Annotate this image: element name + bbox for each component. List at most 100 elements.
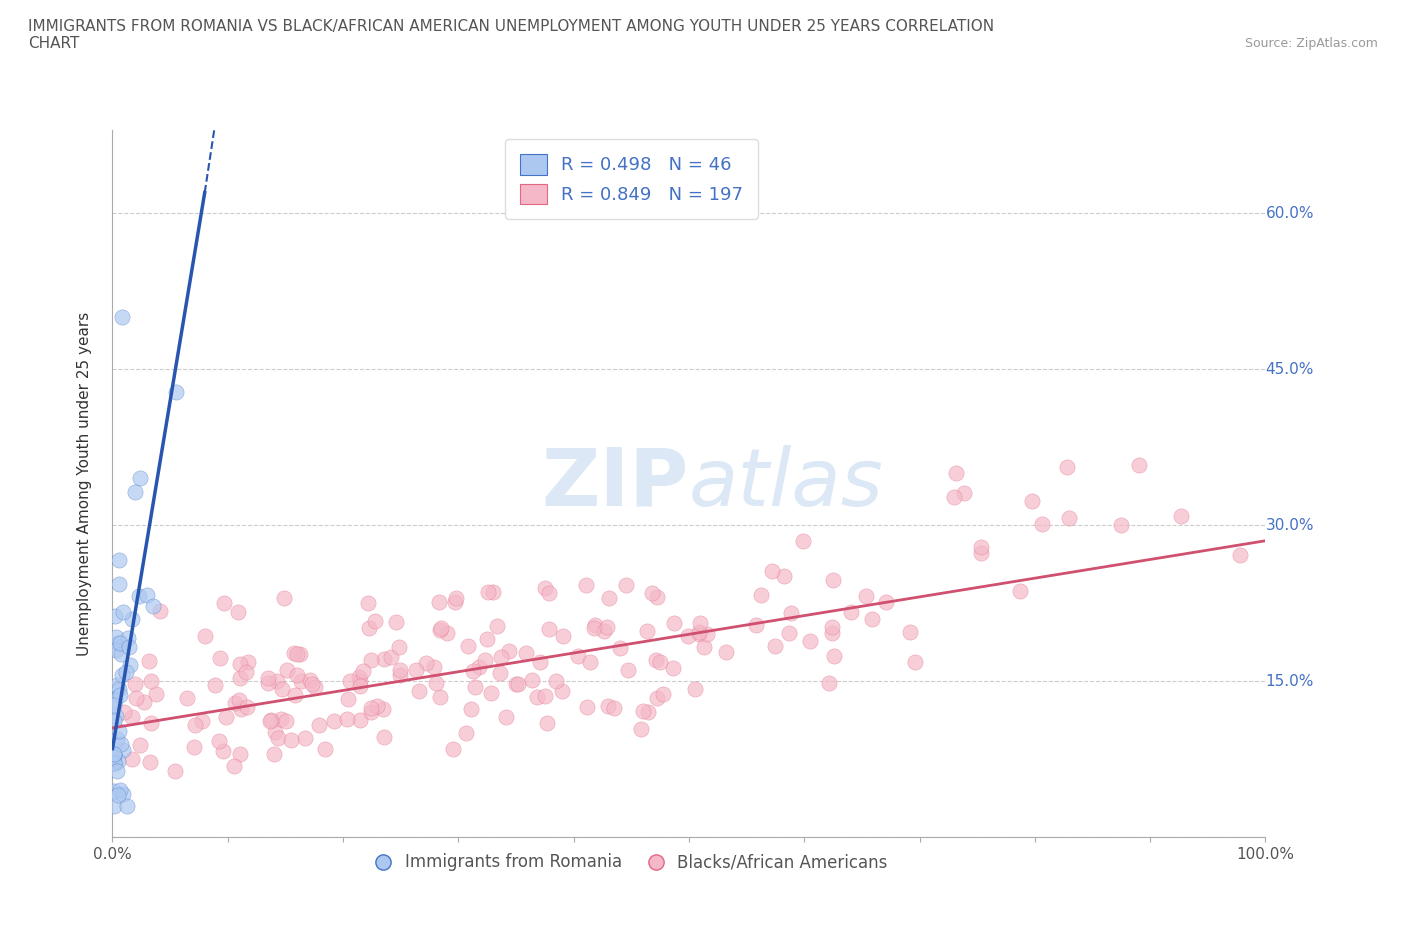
Point [360, 705, 382, 720]
Point [422, 659, 444, 674]
Point [128, 588, 150, 603]
Point [145, 687, 167, 702]
Point [103, 747, 125, 762]
Point [823, 573, 845, 588]
Text: 60.0%: 60.0% [1265, 206, 1313, 220]
Point [373, 729, 395, 744]
Point [108, 724, 131, 738]
Point [463, 663, 485, 678]
Point [772, 568, 794, 583]
Point [485, 619, 508, 634]
Point [118, 640, 141, 655]
Point [631, 703, 654, 718]
Point [952, 485, 974, 500]
Point [489, 665, 512, 680]
Point [373, 651, 395, 666]
Point [427, 594, 450, 609]
Point [592, 624, 614, 639]
Point [121, 709, 143, 724]
Point [349, 712, 371, 727]
Point [388, 663, 411, 678]
Point [112, 604, 135, 619]
Point [322, 714, 344, 729]
Point [236, 699, 259, 714]
Point [578, 655, 600, 670]
Point [138, 755, 160, 770]
Point [280, 733, 302, 748]
Point [224, 696, 246, 711]
Point [183, 739, 205, 754]
Point [533, 688, 555, 703]
Point [124, 485, 146, 499]
Point [551, 629, 574, 644]
Point [714, 644, 737, 659]
Point [688, 627, 710, 642]
Point [107, 636, 129, 651]
Point [468, 660, 491, 675]
Point [855, 589, 877, 604]
Point [430, 621, 453, 636]
Point [103, 749, 125, 764]
Point [301, 676, 323, 691]
Point [105, 732, 128, 747]
Point [652, 687, 675, 702]
Point [475, 631, 498, 646]
Point [209, 651, 232, 666]
Point [763, 639, 786, 654]
Point [821, 625, 844, 640]
Point [191, 713, 214, 728]
Point [689, 616, 711, 631]
Point [823, 648, 845, 663]
Point [575, 578, 598, 592]
Point [818, 675, 841, 690]
Point [103, 784, 125, 799]
Point [125, 690, 148, 705]
Point [751, 588, 773, 603]
Point [284, 687, 307, 702]
Point [1021, 494, 1043, 509]
Point [688, 624, 710, 639]
Point [479, 685, 502, 700]
Point [544, 674, 567, 689]
Point [121, 751, 143, 766]
Point [229, 671, 252, 685]
Point [285, 646, 308, 661]
Point [661, 661, 683, 676]
Y-axis label: Unemployment Among Youth under 25 years: Unemployment Among Youth under 25 years [77, 312, 91, 656]
Point [443, 594, 465, 609]
Point [745, 618, 768, 632]
Point [107, 577, 129, 591]
Point [111, 742, 134, 757]
Point [360, 653, 382, 668]
Point [257, 671, 280, 685]
Point [495, 710, 517, 724]
Point [648, 655, 671, 670]
Point [104, 692, 127, 707]
Point [103, 698, 125, 712]
Point [596, 698, 619, 713]
Point [505, 677, 527, 692]
Point [609, 640, 631, 655]
Point [1170, 509, 1192, 524]
Point [388, 639, 411, 654]
Point [792, 534, 814, 549]
Point [107, 788, 129, 803]
Point [596, 619, 619, 634]
Point [349, 679, 371, 694]
Text: IMMIGRANTS FROM ROMANIA VS BLACK/AFRICAN AMERICAN UNEMPLOYMENT AMONG YOUTH UNDER: IMMIGRANTS FROM ROMANIA VS BLACK/AFRICAN… [28, 19, 994, 51]
Point [366, 699, 388, 714]
Point [141, 673, 163, 688]
Point [645, 652, 668, 667]
Point [821, 619, 844, 634]
Point [598, 591, 620, 605]
Point [124, 676, 146, 691]
Point [637, 704, 659, 719]
Point [105, 764, 128, 778]
Point [103, 798, 125, 813]
Text: 30.0%: 30.0% [1265, 518, 1313, 533]
Point [614, 578, 637, 593]
Text: 45.0%: 45.0% [1265, 362, 1313, 377]
Point [111, 310, 134, 325]
Point [336, 711, 359, 726]
Point [103, 713, 125, 728]
